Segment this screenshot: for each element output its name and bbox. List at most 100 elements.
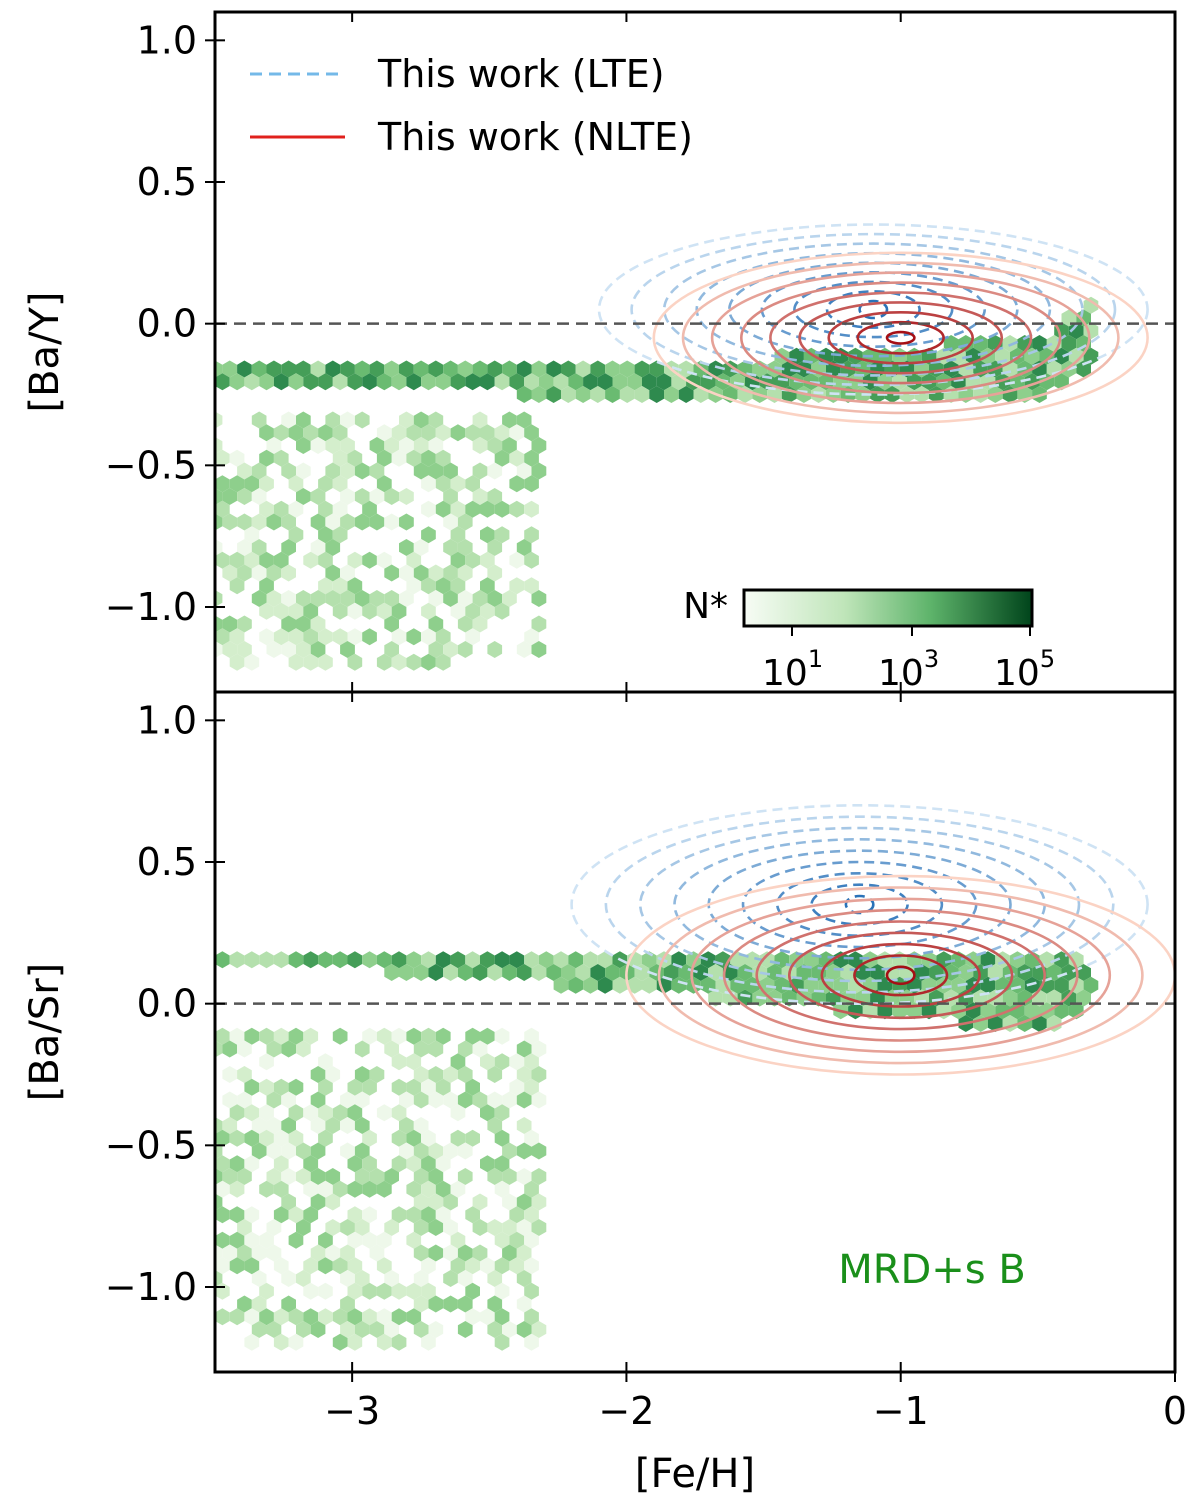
hexbin-cell <box>318 577 333 595</box>
hexbin-cell <box>480 1104 495 1122</box>
hexbin-cell <box>612 976 628 994</box>
hexbin-cell <box>399 590 414 607</box>
hexbin-cell <box>237 1168 252 1185</box>
hexbin-cell <box>384 590 399 607</box>
panel-ba-sr-yticks: 1.0 0.5 0.0 −0.5 −1.0 <box>105 698 225 1309</box>
hexbin-cell <box>413 1142 429 1160</box>
hexbin-cell <box>1083 347 1099 365</box>
hexbin-cell <box>296 590 311 607</box>
hexbin-cell <box>561 964 576 981</box>
hexbin-cell <box>406 449 422 467</box>
hexbin-cell <box>244 951 260 969</box>
hexbin-cell <box>273 1027 289 1045</box>
hexbin-cell <box>354 488 370 505</box>
hexbin-cell <box>310 1117 326 1134</box>
hexbin-cell <box>642 951 657 969</box>
hexbin-cell <box>222 1040 238 1058</box>
lte-contour <box>638 826 1081 983</box>
hexbin-cell <box>259 1180 274 1198</box>
hexbin-cell <box>428 615 444 633</box>
panel-annotation: MRD+s B <box>838 1247 1026 1293</box>
hexbin-cell <box>546 360 561 378</box>
hexbin-cell <box>332 1308 348 1326</box>
hexbin-cell <box>384 641 399 658</box>
hexbin-cell <box>215 513 223 531</box>
hexbin-cell <box>450 602 466 620</box>
hexbin-cell <box>428 1040 444 1058</box>
hexbin-cell <box>273 1333 289 1351</box>
hexbin-cell <box>310 615 326 633</box>
hexbin-cell <box>531 1193 547 1211</box>
hexbin-cell <box>737 964 753 981</box>
hexbin-cell <box>494 1155 510 1173</box>
hexbin-cell <box>502 1168 517 1185</box>
hexbin-cell <box>516 964 532 981</box>
hexbin-cell <box>1024 976 1040 994</box>
hexbin-cell <box>296 1142 311 1160</box>
hexbin-cell <box>369 462 385 480</box>
hexbin-cell <box>340 1142 355 1160</box>
hexbin-cell <box>222 488 238 505</box>
hexbin-cell <box>303 628 319 646</box>
nlte-contour <box>769 291 1033 385</box>
hexbin-cell <box>391 1155 407 1173</box>
hexbin-cell <box>524 1027 539 1045</box>
hexbin-cell <box>288 1078 304 1096</box>
hexbin-cell <box>229 1308 245 1326</box>
hexbin-cell <box>531 1219 547 1236</box>
hexbin-cell <box>215 628 230 646</box>
hexbin-cell <box>384 1219 399 1236</box>
hexbin-cell <box>310 1193 326 1211</box>
hexbin-cell <box>281 1270 296 1287</box>
hexbin-cell <box>244 1027 260 1045</box>
hexbin-cell <box>413 1321 429 1338</box>
hexbin-cell <box>421 951 436 969</box>
hexbin-cell <box>332 628 348 646</box>
hexbin-cell <box>362 1027 377 1045</box>
hexbin-cell <box>215 1270 223 1287</box>
hexbin-cell <box>332 1180 348 1198</box>
hexbin-cell <box>406 1282 422 1300</box>
hexbin-cell <box>354 1040 370 1058</box>
hexbin-cell <box>244 1257 260 1275</box>
hexbin-cell <box>421 424 436 442</box>
hexbin-cell <box>369 360 385 378</box>
hexbin-cell <box>259 500 274 518</box>
hexbin-cell <box>391 1333 407 1351</box>
hexbin-cell <box>642 373 657 391</box>
hexbin-cell <box>435 1206 451 1224</box>
hexbin-cell <box>678 386 694 403</box>
panel-ba-y-xticks <box>351 12 1176 692</box>
hexbin-cell <box>369 1168 385 1185</box>
hexbin-cell <box>435 500 451 518</box>
hexbin-cell <box>369 437 385 454</box>
hexbin-cell <box>428 1091 444 1109</box>
y-tick-label: −0.5 <box>105 443 197 487</box>
hexbin-cell <box>237 1066 252 1083</box>
lte-contour <box>775 871 944 937</box>
hexbin-cell <box>583 951 598 969</box>
hexbin-cell <box>421 653 436 671</box>
hexbin-cell <box>502 590 517 607</box>
hexbin-cell <box>1002 335 1018 352</box>
hexbin-cell <box>325 513 341 531</box>
hexbin-cell <box>391 1078 407 1096</box>
hexbin-cell <box>376 653 392 671</box>
hexbin-cell <box>332 1104 348 1122</box>
hexbin-cell <box>266 360 282 378</box>
nlte-contour <box>787 931 1014 1020</box>
hexbin-cell <box>413 539 429 556</box>
hexbin-cell <box>509 1231 525 1249</box>
hexbin-cell <box>958 335 974 352</box>
hexbin-cell <box>251 1321 267 1338</box>
hexbin-cell <box>399 1142 414 1160</box>
hexbin-cell <box>516 1219 532 1236</box>
hexbin-cell <box>472 590 488 607</box>
hexbin-cell <box>406 1155 422 1173</box>
y-tick-label: −1.0 <box>105 585 197 629</box>
hexbin-cell <box>384 513 399 531</box>
panel-ba-y: 1.0 0.5 0.0 −0.5 −1.0 [Ba/Y] This work (LTE)… <box>22 10 1177 694</box>
hexbin-cell <box>421 526 436 544</box>
hexbin-cell <box>222 641 238 658</box>
hexbin-cell <box>612 373 628 391</box>
